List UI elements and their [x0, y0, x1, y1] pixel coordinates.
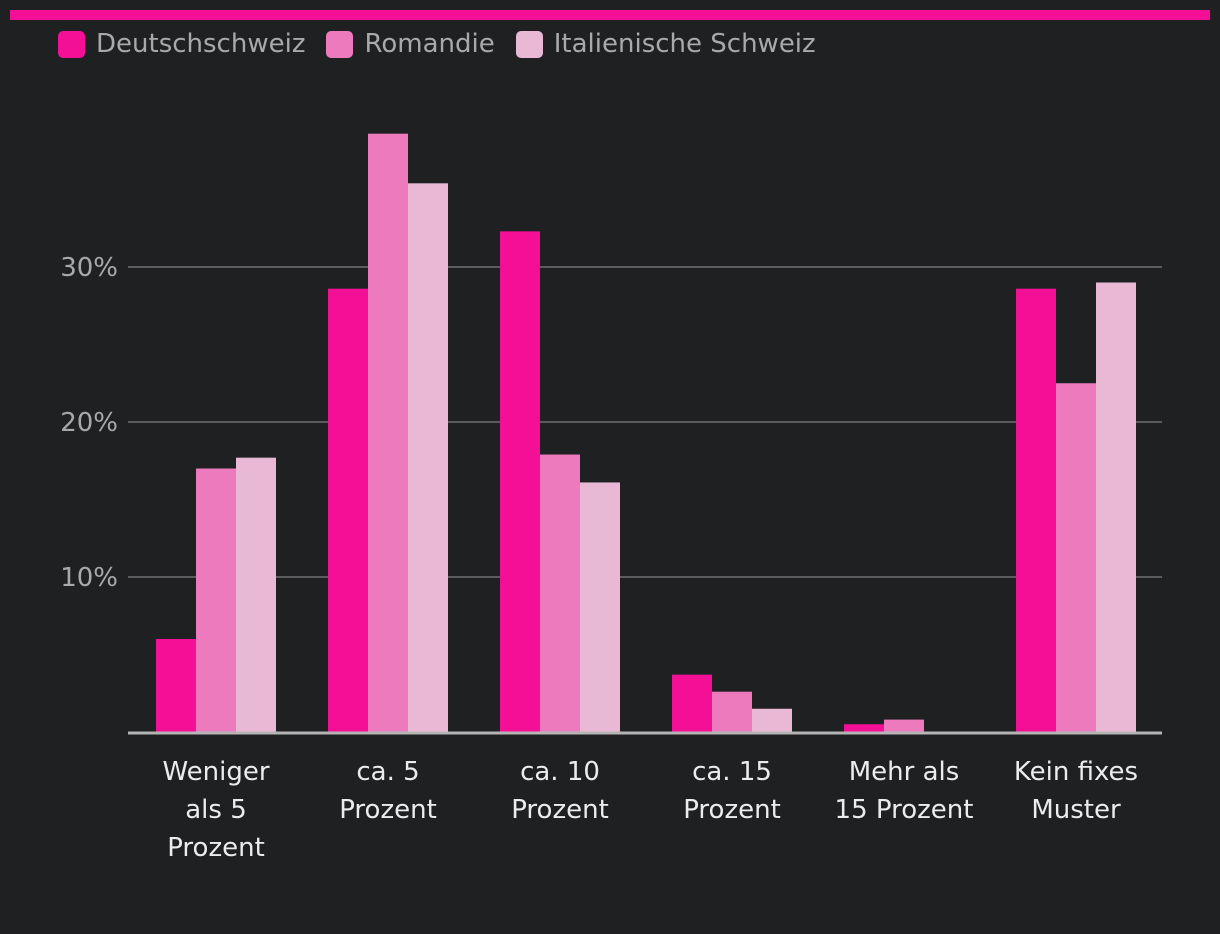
bar-romandie-weniger-als-5-prozent [196, 468, 236, 732]
bar-romandie-kein-fixes-muster [1056, 383, 1096, 732]
bar-deutschschweiz-weniger-als-5-prozent [156, 639, 196, 732]
bar-deutschschweiz-kein-fixes-muster [1016, 288, 1056, 732]
bar-deutschschweiz-mehr-als-15-prozent [844, 724, 884, 732]
legend-swatch-romandie [326, 30, 354, 58]
legend-label-deutschschweiz: Deutschschweiz [96, 29, 306, 59]
legend-swatch-italienische-schweiz [515, 30, 543, 58]
legend-item-italienische-schweiz: Italienische Schweiz [515, 29, 816, 59]
y-tick-label-30: 30% [60, 253, 118, 283]
accent-bar [10, 10, 1210, 20]
x-tick-label-ca-5-prozent: ca. 5 Prozent [339, 757, 437, 825]
legend-swatch-deutschschweiz [58, 30, 85, 58]
x-tick-label-kein-fixes-muster: Kein fixes Muster [1014, 757, 1138, 825]
bar-deutschschweiz-ca-15-prozent [672, 674, 712, 732]
bar-romandie-mehr-als-15-prozent [884, 719, 924, 732]
legend-label-italienische-schweiz: Italienische Schweiz [553, 29, 816, 59]
bar-italienische-schweiz-kein-fixes-muster [1096, 282, 1136, 732]
x-tick-label-weniger-als-5-prozent: Weniger als 5 Prozent [162, 757, 269, 863]
legend-label-romandie: Romandie [364, 29, 495, 59]
bar-italienische-schweiz-ca-5-prozent [408, 183, 448, 733]
bar-italienische-schweiz-ca-15-prozent [752, 708, 792, 732]
x-tick-label-ca-10-prozent: ca. 10 Prozent [511, 757, 609, 825]
legend: Deutschschweiz Romandie Italienische Sch… [58, 28, 837, 60]
x-tick-label-ca-15-prozent: ca. 15 Prozent [683, 757, 781, 825]
bar-italienische-schweiz-weniger-als-5-prozent [236, 457, 276, 732]
y-tick-label-20: 20% [60, 408, 118, 438]
x-tick-label-mehr-als-15-prozent: Mehr als 15 Prozent [835, 757, 974, 825]
y-tick-label-10: 10% [60, 563, 118, 593]
bar-deutschschweiz-ca-10-prozent [500, 231, 540, 732]
bar-romandie-ca-5-prozent [368, 133, 408, 732]
legend-item-romandie: Romandie [326, 29, 495, 59]
bar-romandie-ca-10-prozent [540, 454, 580, 732]
bar-romandie-ca-15-prozent [712, 691, 752, 732]
legend-item-deutschschweiz: Deutschschweiz [58, 29, 305, 59]
bar-deutschschweiz-ca-5-prozent [328, 288, 368, 732]
bar-italienische-schweiz-ca-10-prozent [580, 482, 620, 732]
